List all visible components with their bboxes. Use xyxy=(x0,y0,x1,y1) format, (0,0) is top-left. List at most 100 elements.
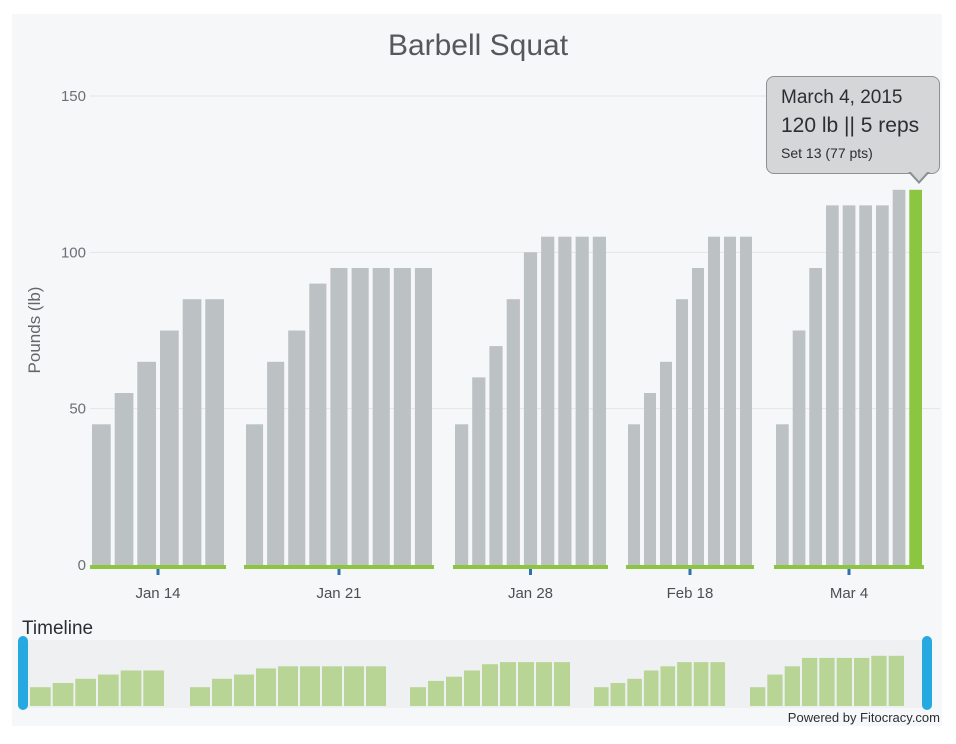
bar[interactable] xyxy=(414,268,432,565)
bar[interactable] xyxy=(472,377,486,565)
bar-groups[interactable] xyxy=(92,189,922,566)
timeline-bar xyxy=(322,666,342,706)
timeline-bar xyxy=(750,687,766,706)
x-tick xyxy=(688,569,692,575)
tooltip-weight-reps: 120 lb || 5 reps xyxy=(781,114,920,137)
timeline-bar xyxy=(410,687,426,706)
x-tick-label: Mar 4 xyxy=(830,585,868,602)
timeline-label: Timeline xyxy=(22,618,93,639)
bar[interactable] xyxy=(182,299,202,565)
bar[interactable] xyxy=(523,252,538,566)
tooltip: March 4, 2015 120 lb || 5 reps Set 13 (7… xyxy=(766,76,940,174)
timeline-bar xyxy=(278,666,298,706)
bar[interactable] xyxy=(575,236,589,565)
timeline-bar xyxy=(536,662,552,706)
group-baseline xyxy=(626,565,754,569)
bar[interactable] xyxy=(205,299,224,565)
timeline-bar xyxy=(446,676,462,706)
timeline-bar xyxy=(428,680,444,706)
timeline-bar xyxy=(660,666,676,706)
bar-group xyxy=(455,236,606,566)
bar[interactable] xyxy=(776,424,789,565)
bar[interactable] xyxy=(628,424,640,565)
y-tick-label: 0 xyxy=(78,557,86,574)
timeline-bar xyxy=(212,678,232,706)
bar[interactable] xyxy=(809,268,822,565)
bar-group xyxy=(776,189,922,566)
group-baseline xyxy=(244,565,434,569)
bar[interactable] xyxy=(506,299,520,565)
bar[interactable] xyxy=(541,236,555,565)
timeline-bar xyxy=(366,666,386,706)
bar[interactable] xyxy=(558,236,572,565)
chart-title: Barbell Squat xyxy=(388,29,569,62)
group-baseline xyxy=(90,565,226,569)
timeline-bar xyxy=(836,657,852,706)
timeline-left-handle[interactable] xyxy=(18,636,28,710)
bar[interactable] xyxy=(724,236,736,565)
bar[interactable] xyxy=(267,361,285,565)
bar[interactable] xyxy=(309,283,327,565)
tooltip-date: March 4, 2015 xyxy=(781,87,903,108)
bar[interactable] xyxy=(644,393,656,565)
timeline-bar xyxy=(888,655,904,706)
timeline-navigator[interactable] xyxy=(30,655,904,706)
timeline-bar xyxy=(594,687,609,706)
bar[interactable] xyxy=(660,361,672,565)
x-tick-label: Jan 14 xyxy=(135,585,180,602)
bar[interactable] xyxy=(859,205,872,565)
bar[interactable] xyxy=(826,205,839,565)
x-tick-label: Jan 21 xyxy=(316,585,361,602)
bar[interactable] xyxy=(876,205,889,565)
x-tick-label: Feb 18 xyxy=(667,585,714,602)
y-tick-label: 100 xyxy=(61,244,86,261)
bar[interactable] xyxy=(288,330,306,566)
timeline-bar xyxy=(52,683,74,706)
x-tick xyxy=(847,569,851,575)
y-tick-label: 50 xyxy=(69,401,86,418)
timeline-bar xyxy=(464,670,480,706)
timeline-bar xyxy=(98,674,119,706)
bar[interactable] xyxy=(892,189,906,566)
bar[interactable] xyxy=(92,424,111,565)
bar[interactable] xyxy=(842,205,856,565)
y-tick-label: 150 xyxy=(61,88,86,105)
timeline-bar xyxy=(30,687,51,706)
timeline-bar xyxy=(693,662,709,706)
bar-group xyxy=(92,299,224,565)
timeline-bar xyxy=(627,678,642,706)
timeline-bar xyxy=(819,657,835,706)
bar[interactable] xyxy=(740,236,752,565)
x-tick xyxy=(156,569,160,575)
bar[interactable] xyxy=(330,268,348,565)
timeline-bar xyxy=(554,662,570,706)
bar-group xyxy=(246,268,432,565)
timeline-bar xyxy=(300,666,320,706)
x-tick xyxy=(337,569,341,575)
bar[interactable] xyxy=(372,268,390,565)
bar[interactable] xyxy=(792,330,806,566)
bar[interactable] xyxy=(393,268,411,565)
bar[interactable] xyxy=(592,236,606,565)
tooltip-set-info: Set 13 (77 pts) xyxy=(781,145,873,161)
timeline-bar xyxy=(710,662,725,706)
timeline-bar xyxy=(234,674,254,706)
bar[interactable] xyxy=(455,424,469,565)
x-tick-label: Jan 28 xyxy=(508,585,553,602)
timeline-bar xyxy=(610,683,626,706)
timeline-bar xyxy=(143,670,164,706)
bar[interactable] xyxy=(137,361,156,565)
bar-highlighted[interactable] xyxy=(909,189,922,566)
bar[interactable] xyxy=(692,268,704,565)
timeline-right-handle[interactable] xyxy=(922,636,932,710)
bar[interactable] xyxy=(708,236,720,565)
bar[interactable] xyxy=(114,393,134,565)
bar[interactable] xyxy=(676,299,688,565)
bar[interactable] xyxy=(160,330,179,566)
bar[interactable] xyxy=(351,268,369,565)
timeline-bar xyxy=(643,670,659,706)
bar[interactable] xyxy=(489,346,503,565)
bar[interactable] xyxy=(246,424,264,565)
credit-text: Powered by Fitocracy.com xyxy=(788,710,940,725)
